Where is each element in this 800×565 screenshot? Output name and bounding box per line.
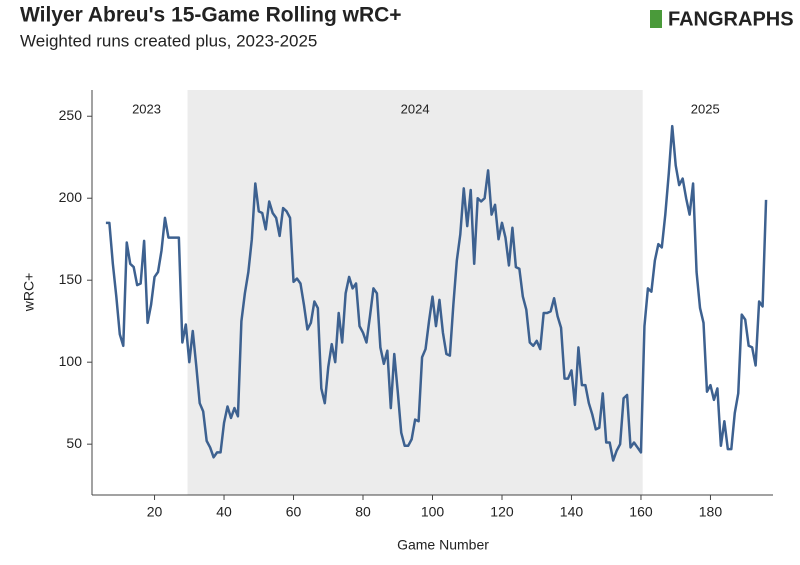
season-label: 2024	[401, 101, 430, 116]
x-tick-label: 100	[421, 504, 445, 520]
y-axis-label: wRC+	[21, 273, 37, 313]
y-tick-label: 250	[59, 107, 83, 123]
x-tick-label: 180	[699, 504, 723, 520]
x-tick-label: 140	[560, 504, 584, 520]
season-label: 2023	[132, 101, 161, 116]
y-tick-label: 100	[59, 353, 83, 369]
data-line	[105, 124, 768, 462]
y-tick-label: 50	[66, 435, 82, 451]
x-tick-label: 160	[629, 504, 653, 520]
chart-title: Wilyer Abreu's 15-Game Rolling wRC+	[20, 4, 402, 27]
x-tick-label: 60	[286, 504, 302, 520]
logo: FANGRAPHS	[668, 8, 794, 30]
shaded-region	[187, 90, 643, 495]
x-tick-label: 20	[147, 504, 163, 520]
chart-subtitle: Weighted runs created plus, 2023-2025	[20, 31, 317, 50]
x-tick-label: 80	[355, 504, 371, 520]
season-label: 2025	[691, 101, 720, 116]
y-tick-label: 150	[59, 271, 83, 287]
x-axis-label: Game Number	[397, 537, 489, 553]
logo-icon	[650, 10, 662, 28]
y-tick-label: 200	[59, 189, 83, 205]
x-tick-label: 120	[490, 504, 514, 520]
x-tick-label: 40	[216, 504, 232, 520]
